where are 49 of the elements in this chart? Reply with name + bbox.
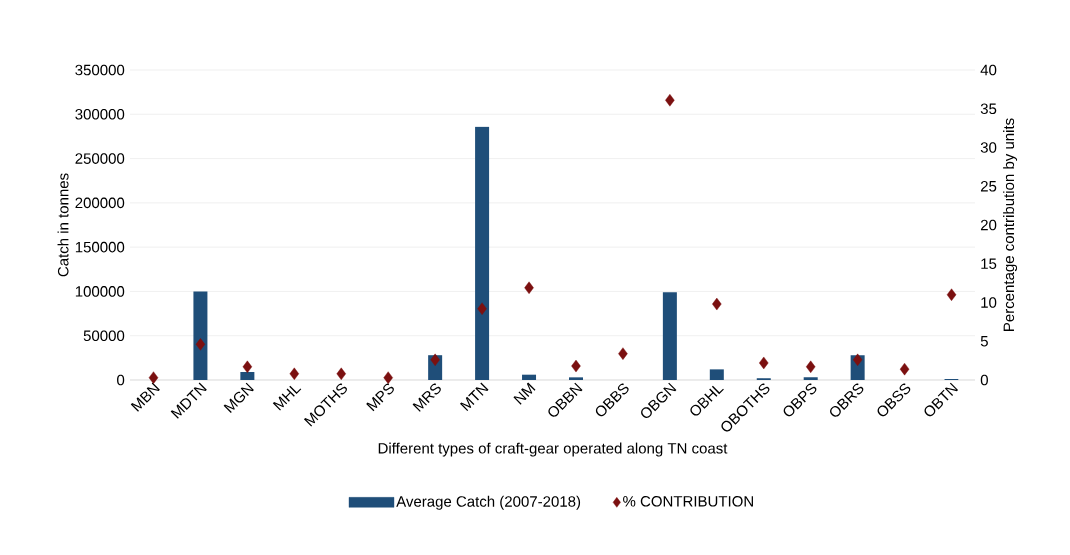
bar	[193, 291, 208, 380]
point	[289, 367, 300, 380]
x-tick-label: NM	[513, 382, 536, 405]
point	[712, 297, 722, 311]
legend-label: % CONTRIBUTION	[623, 496, 753, 507]
y-tick-label: 250000	[75, 153, 125, 164]
bar	[568, 377, 583, 380]
y2-tick-label: 10	[981, 297, 997, 308]
bar	[240, 372, 255, 380]
point	[946, 288, 957, 301]
bar	[522, 374, 537, 380]
x-tick-label: MHL	[272, 385, 302, 411]
y2-tick-label: 5	[980, 336, 988, 347]
point	[571, 359, 581, 373]
bar	[803, 377, 818, 380]
point	[195, 338, 206, 351]
point	[524, 281, 534, 294]
y-tick-label: 0	[117, 374, 125, 386]
point	[242, 360, 253, 374]
point	[618, 347, 628, 360]
y2-tick-label: 25	[980, 180, 997, 192]
bar	[709, 369, 724, 380]
point	[336, 367, 346, 380]
y2-tick-label: 40	[980, 64, 997, 76]
bar	[662, 292, 677, 380]
x-axis-title: Different types of craft-gear operated along TN coast	[378, 442, 728, 457]
y-tick-label: 200000	[75, 197, 125, 209]
y2-tick-label: 35	[980, 103, 997, 115]
point	[806, 360, 816, 374]
y2-axis-title: Percentage contribution by units	[1003, 118, 1018, 331]
y-axis-title: Catch in tonnes	[57, 173, 69, 277]
point	[665, 94, 675, 107]
y2-tick-label: 15	[981, 258, 997, 269]
point	[383, 371, 393, 384]
point	[759, 356, 769, 370]
y-tick-label: 100000	[75, 286, 125, 297]
y2-tick-label: 20	[980, 219, 997, 231]
point	[477, 302, 487, 315]
y-tick-label: 300000	[75, 108, 125, 120]
legend-label: Average Catch (2007-2018)	[396, 495, 581, 510]
y2-tick-label: 30	[980, 142, 997, 153]
point	[430, 353, 440, 367]
y-tick-label: 50000	[83, 330, 125, 342]
y-tick-label: 150000	[75, 241, 125, 253]
y-tick-label: 350000	[75, 64, 125, 76]
point	[899, 362, 910, 376]
point	[852, 353, 863, 367]
bar	[475, 126, 490, 380]
y2-tick-label: 0	[980, 374, 988, 386]
